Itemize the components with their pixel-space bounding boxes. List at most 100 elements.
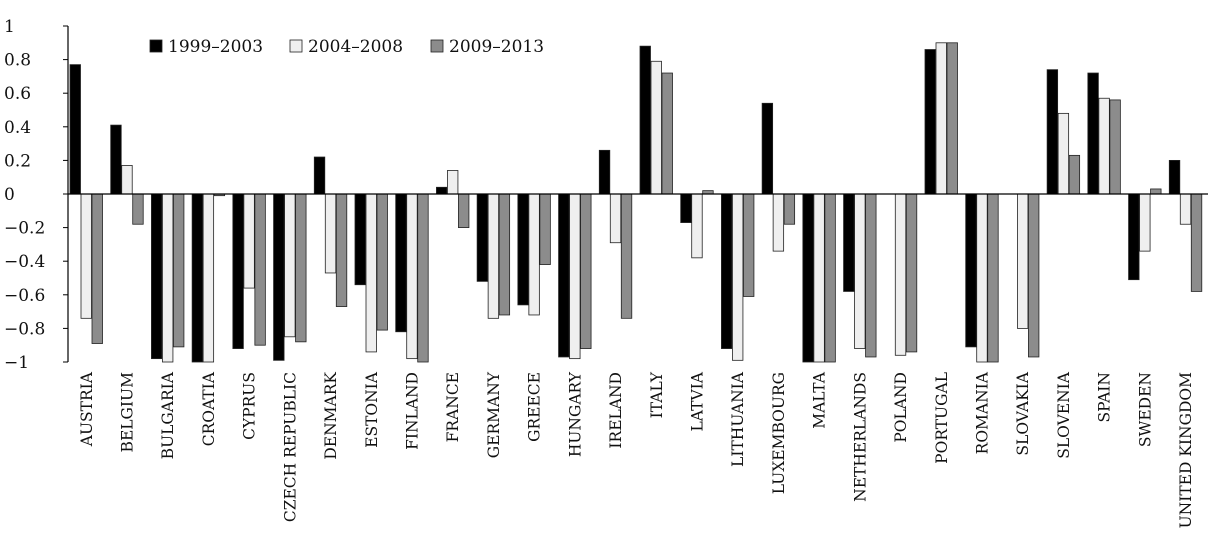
bar-latvia-series-2 xyxy=(691,193,703,259)
bar-luxembourg-series-3 xyxy=(783,193,796,225)
bar-italy-series-2 xyxy=(650,60,662,195)
x-category-label: POLAND xyxy=(892,372,910,443)
legend-label-series-1: 1999–2003 xyxy=(168,37,263,57)
bar-united-kingdom-series-1 xyxy=(1168,159,1181,195)
bar-lithuania-series-2 xyxy=(732,193,744,361)
bar-united-kingdom-series-3 xyxy=(1190,193,1203,292)
x-category-label: LITHUANIA xyxy=(729,371,747,467)
bar-cyprus-series-1 xyxy=(232,193,244,349)
bar-finland-series-2 xyxy=(406,193,418,360)
bars xyxy=(69,42,1203,363)
bar-france-series-2 xyxy=(447,170,459,195)
legend-swatch-series-3 xyxy=(430,39,444,53)
bar-italy-series-1 xyxy=(639,45,651,195)
bar-bulgaria-series-2 xyxy=(162,193,174,363)
bar-romania-series-2 xyxy=(976,193,988,363)
y-tick-label: −1 xyxy=(4,353,29,373)
x-category-label: SPAIN xyxy=(1096,372,1114,423)
x-category-label: BELGIUM xyxy=(118,372,136,453)
bar-czech-republic-series-1 xyxy=(273,193,285,361)
y-tick-label: −0.8 xyxy=(4,319,45,339)
bar-cyprus-series-3 xyxy=(254,193,266,346)
bar-estonia-series-3 xyxy=(376,193,388,331)
x-category-label: FRANCE xyxy=(444,372,462,442)
x-category-label: CZECH REPUBLIC xyxy=(281,372,299,522)
bar-malta-series-2 xyxy=(813,193,825,363)
bar-denmark-series-2 xyxy=(324,193,337,274)
bar-austria-series-3 xyxy=(91,193,103,344)
legend-swatch-series-1 xyxy=(149,39,163,53)
bar-sweden-series-3 xyxy=(1150,188,1162,195)
bar-greece-series-2 xyxy=(528,193,540,316)
legend-label-series-2: 2004–2008 xyxy=(308,37,403,57)
bar-hungary-series-2 xyxy=(569,193,581,360)
bar-france-series-1 xyxy=(436,186,448,195)
bar-spain-series-1 xyxy=(1087,72,1099,195)
x-category-label: FINLAND xyxy=(403,372,421,450)
bar-portugal-series-3 xyxy=(946,42,958,195)
bar-greece-series-3 xyxy=(539,193,551,265)
bar-spain-series-2 xyxy=(1098,97,1110,195)
bar-hungary-series-1 xyxy=(558,193,570,358)
x-category-label: SLOVENIA xyxy=(1055,371,1073,459)
bar-netherlands-series-2 xyxy=(854,193,866,349)
bar-czech-republic-series-3 xyxy=(295,193,307,343)
bar-denmark-series-3 xyxy=(335,193,348,307)
bar-belgium-series-1 xyxy=(110,124,122,195)
x-category-label: HUNGARY xyxy=(566,371,584,457)
bar-austria-series-1 xyxy=(69,64,81,195)
x-category-label: GERMANY xyxy=(485,371,503,458)
x-category-label: SLOVAKIA xyxy=(1014,371,1032,455)
bar-estonia-series-2 xyxy=(365,193,377,353)
bar-slovakia-series-2 xyxy=(1017,193,1029,329)
bar-lithuania-series-3 xyxy=(743,193,755,297)
bar-cyprus-series-2 xyxy=(243,193,255,289)
y-tick-label: −0.6 xyxy=(4,286,45,306)
x-category-label: LATVIA xyxy=(688,371,706,431)
bar-malta-series-1 xyxy=(802,193,814,363)
x-category-label: BULGARIA xyxy=(159,371,177,459)
bar-bulgaria-series-3 xyxy=(173,193,185,348)
bar-latvia-series-1 xyxy=(680,193,692,223)
x-axis: AUSTRIA BELGIUM BULGARIA CROATIA CYPRUS CZECH… xyxy=(68,193,1208,528)
x-category-label: CYPRUS xyxy=(241,372,259,440)
bar-austria-series-2 xyxy=(80,193,92,319)
y-tick-label: 0.2 xyxy=(4,151,31,171)
bar-ireland-series-1 xyxy=(598,149,611,195)
bar-greece-series-1 xyxy=(517,193,529,306)
y-tick-label: −0.4 xyxy=(4,252,45,272)
bar-estonia-series-1 xyxy=(354,193,366,286)
bar-poland-series-2 xyxy=(894,193,907,356)
x-category-label: IRELAND xyxy=(607,372,625,449)
bar-germany-series-3 xyxy=(498,193,511,316)
y-tick-label: 1 xyxy=(4,17,15,37)
bar-belgium-series-3 xyxy=(132,193,144,225)
x-category-label: ROMANIA xyxy=(973,371,991,454)
legend-swatch-series-2 xyxy=(289,39,303,53)
x-category-label: ITALY xyxy=(648,371,666,418)
bar-slovenia-series-2 xyxy=(1057,112,1070,195)
bar-slovenia-series-1 xyxy=(1046,69,1059,195)
bar-denmark-series-1 xyxy=(313,156,326,195)
bar-luxembourg-series-1 xyxy=(761,102,774,195)
bar-lithuania-series-1 xyxy=(721,193,733,349)
y-tick-label: 0.6 xyxy=(4,84,31,104)
bar-ireland-series-3 xyxy=(620,193,633,319)
bar-netherlands-series-1 xyxy=(843,193,855,292)
x-category-label: NETHERLANDS xyxy=(851,372,869,502)
y-tick-label: 0.4 xyxy=(4,118,31,138)
bar-slovenia-series-3 xyxy=(1068,154,1081,195)
bar-united-kingdom-series-2 xyxy=(1179,193,1192,225)
x-category-label: GREECE xyxy=(526,372,544,442)
bar-germany-series-2 xyxy=(487,193,500,319)
bar-france-series-3 xyxy=(458,193,470,228)
bar-romania-series-1 xyxy=(965,193,977,348)
bar-sweden-series-2 xyxy=(1139,193,1151,252)
y-axis: 1 0.8 0.6 0.4 0.2 0 −0.2 −0.4 −0.6 −0.8 −1 xyxy=(4,17,69,373)
bar-netherlands-series-3 xyxy=(865,193,877,358)
bar-croatia-series-1 xyxy=(191,193,204,363)
x-category-label: PORTUGAL xyxy=(933,372,951,464)
bar-spain-series-3 xyxy=(1109,99,1121,195)
x-category-label: AUSTRIA xyxy=(78,371,96,447)
bar-germany-series-1 xyxy=(476,193,489,282)
